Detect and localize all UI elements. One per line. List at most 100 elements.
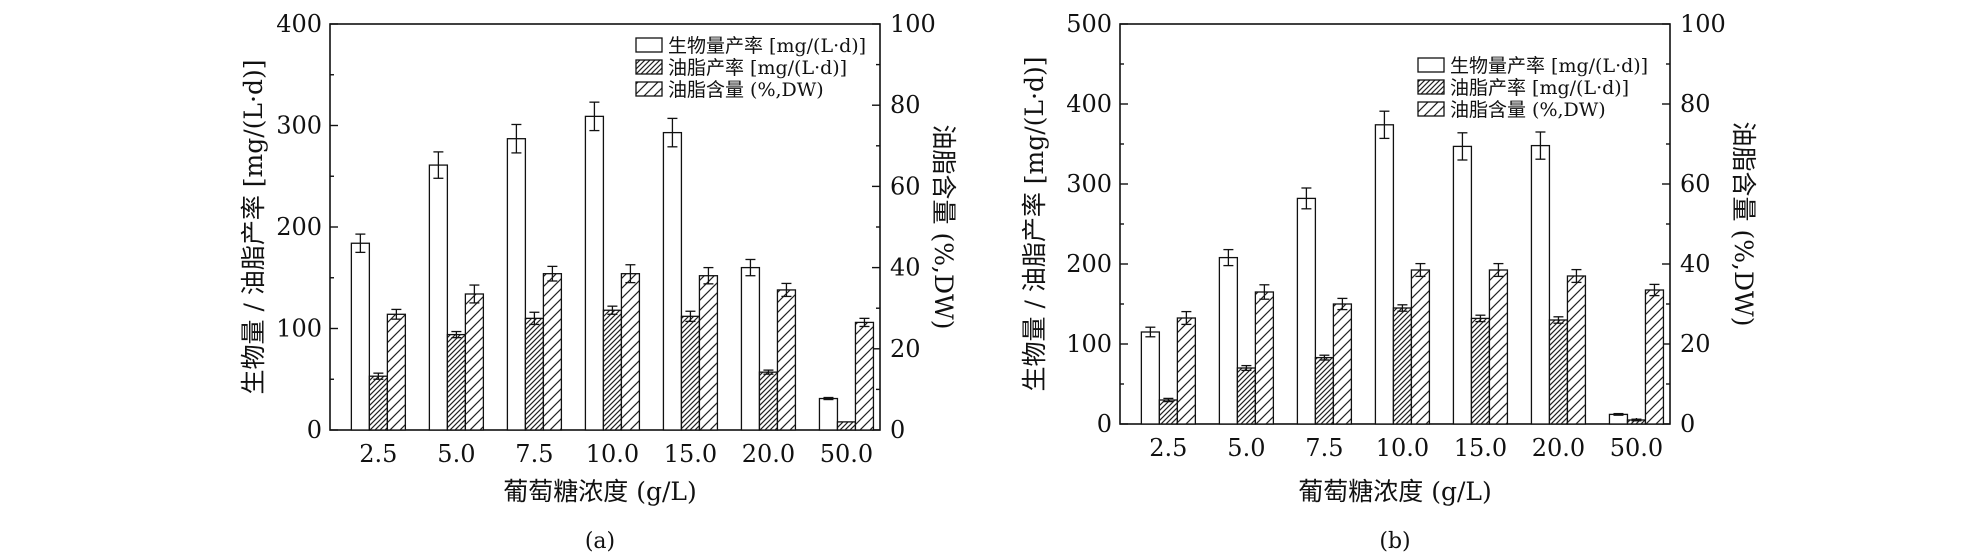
x-tick-label: 50.0 — [820, 440, 873, 468]
x-tick-label: 2.5 — [1149, 434, 1187, 462]
x-tick-label: 7.5 — [515, 440, 553, 468]
chart-panel-a: 0 100 200 300 400 0 20 40 60 80 100 2.5 5.0 7.5 10.0… — [239, 10, 958, 554]
x-tick-label: 20.0 — [742, 440, 795, 468]
legend-entry: 生物量产率 [mg/(L·d)] — [668, 35, 866, 57]
bar — [662, 131, 683, 431]
bar — [368, 375, 389, 431]
bar — [620, 273, 641, 431]
y2-tick-label: 100 — [890, 10, 936, 38]
legend-entry: 油脂产率 [mg/(L·d)] — [1450, 77, 1629, 99]
panel-label: (a) — [585, 529, 615, 554]
bar — [818, 397, 839, 431]
legend-entry: 油脂产率 [mg/(L·d)] — [668, 57, 847, 79]
x-tick-label: 5.0 — [1227, 434, 1265, 462]
bar — [836, 421, 857, 431]
panel-label: (b) — [1379, 529, 1410, 554]
y2-axis-label: 油脂含量 (%,DW) — [1729, 122, 1758, 327]
x-tick-label: 20.0 — [1532, 434, 1585, 462]
bar — [446, 333, 467, 431]
bars — [1140, 110, 1665, 425]
bar — [428, 164, 449, 431]
legend-swatch — [1417, 57, 1445, 73]
bar — [1392, 307, 1413, 425]
bar — [1644, 289, 1665, 425]
bar — [1332, 303, 1353, 425]
bar — [1530, 144, 1551, 425]
bar — [758, 371, 779, 431]
y-tick-label: 200 — [1066, 250, 1112, 278]
bar — [1254, 291, 1275, 425]
y-tick-label: 100 — [1066, 330, 1112, 358]
bars — [350, 101, 875, 431]
y2-tick-label: 40 — [890, 254, 921, 282]
bar — [1548, 319, 1569, 425]
bar — [350, 242, 371, 431]
y2-tick-label: 60 — [890, 172, 921, 200]
x-tick-label: 7.5 — [1305, 434, 1343, 462]
x-tick-label: 2.5 — [359, 440, 397, 468]
y-tick-label: 0 — [1097, 410, 1112, 438]
y-axis-label: 生物量 / 油脂产率 [mg/(L·d)] — [1020, 57, 1049, 392]
bar — [1158, 399, 1179, 425]
legend-entry: 油脂含量 (%,DW) — [1450, 99, 1606, 121]
bar — [602, 309, 623, 431]
y-tick-label: 100 — [276, 315, 322, 343]
y-axis-left: 0 100 200 300 400 — [276, 10, 338, 444]
y-axis-right: 0 20 40 60 80 100 — [872, 10, 936, 444]
bar — [1176, 317, 1197, 425]
legend-swatch — [635, 59, 663, 75]
bar — [1470, 317, 1491, 425]
y-tick-label: 300 — [276, 112, 322, 140]
bar — [386, 313, 407, 431]
bar — [1236, 367, 1257, 425]
bar — [464, 293, 485, 431]
bar — [740, 266, 761, 431]
y-tick-label: 400 — [276, 10, 322, 38]
y-tick-label: 400 — [1066, 90, 1112, 118]
x-axis: 2.5 5.0 7.5 10.0 15.0 20.0 50.0 — [359, 424, 873, 468]
x-tick-label: 15.0 — [1454, 434, 1507, 462]
bar — [1566, 275, 1587, 425]
bar — [1296, 197, 1317, 425]
y2-tick-label: 0 — [890, 416, 905, 444]
bar — [1410, 269, 1431, 425]
y2-tick-label: 60 — [1680, 170, 1711, 198]
y2-tick-label: 80 — [1680, 90, 1711, 118]
y-axis-left: 0 100 200 300 400 500 — [1066, 10, 1128, 438]
y-axis-label: 生物量 / 油脂产率 [mg/(L·d)] — [239, 60, 268, 395]
bar — [776, 289, 797, 431]
legend-swatch — [1417, 101, 1445, 117]
legend-swatch — [635, 37, 663, 53]
legend-swatch — [1417, 79, 1445, 95]
x-axis: 2.5 5.0 7.5 10.0 15.0 20.0 50.0 — [1149, 418, 1663, 462]
bar — [698, 275, 719, 431]
y-tick-label: 200 — [276, 213, 322, 241]
bar — [524, 317, 545, 431]
y2-tick-label: 100 — [1680, 10, 1726, 38]
x-axis-label: 葡萄糖浓度 (g/L) — [1298, 477, 1491, 506]
bar — [1374, 124, 1395, 425]
x-tick-label: 5.0 — [437, 440, 475, 468]
x-axis-label: 葡萄糖浓度 (g/L) — [503, 477, 696, 506]
y-tick-label: 0 — [307, 416, 322, 444]
legend: 生物量产率 [mg/(L·d)]油脂产率 [mg/(L·d)]油脂含量 (%,D… — [1417, 55, 1648, 121]
y2-axis-label: 油脂含量 (%,DW) — [929, 125, 958, 330]
legend-swatch — [635, 81, 663, 97]
legend-entry: 生物量产率 [mg/(L·d)] — [1450, 55, 1648, 77]
x-tick-label: 10.0 — [1376, 434, 1429, 462]
chart-panel-b: 0 100 200 300 400 500 0 20 40 60 80 100 2.5 5.0 7.5 1… — [1020, 10, 1758, 554]
bar — [854, 321, 875, 431]
legend-entry: 油脂含量 (%,DW) — [668, 79, 824, 101]
bar — [542, 273, 563, 431]
bar — [680, 315, 701, 431]
legend: 生物量产率 [mg/(L·d)]油脂产率 [mg/(L·d)]油脂含量 (%,D… — [635, 35, 866, 101]
bar — [506, 138, 527, 431]
y2-tick-label: 40 — [1680, 250, 1711, 278]
bar — [584, 115, 605, 431]
bar — [1140, 331, 1161, 425]
y2-tick-label: 80 — [890, 91, 921, 119]
y2-tick-label: 0 — [1680, 410, 1695, 438]
bar — [1218, 256, 1239, 425]
